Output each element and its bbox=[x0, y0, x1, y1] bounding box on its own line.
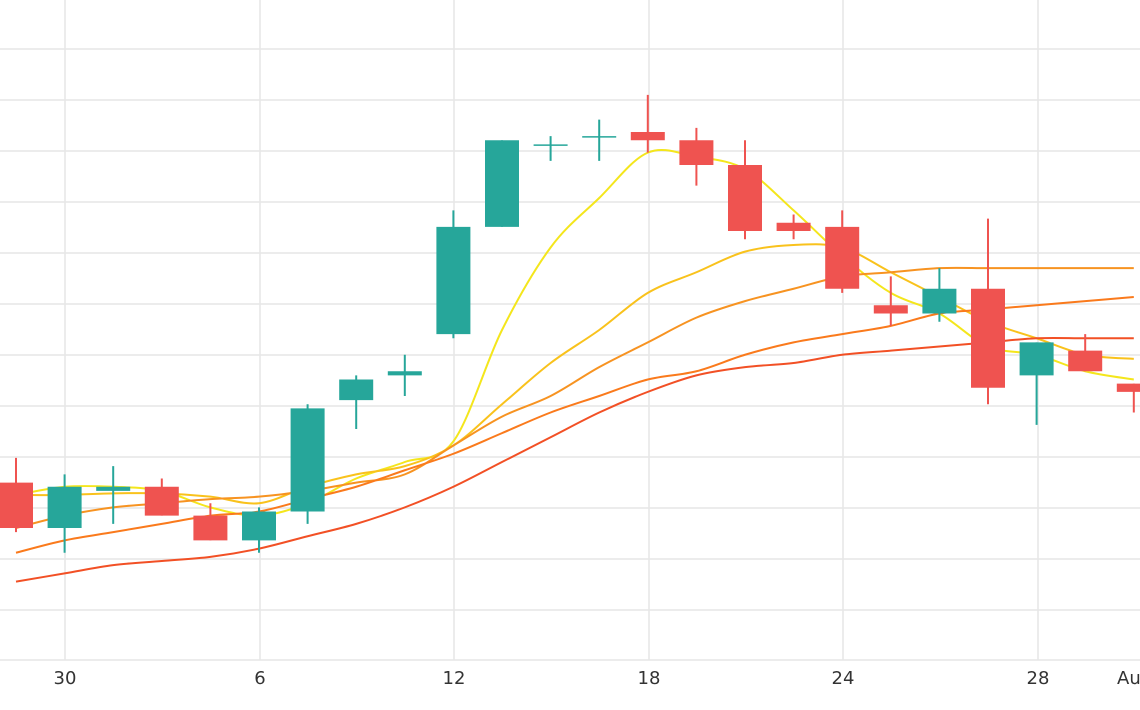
candle-up bbox=[922, 268, 957, 322]
candle-body bbox=[630, 132, 665, 141]
candle-body bbox=[96, 486, 131, 491]
x-tick-label: 28 bbox=[1027, 668, 1050, 689]
moving-average-line bbox=[15, 266, 1134, 529]
candle-body bbox=[922, 288, 957, 314]
candle-down bbox=[630, 94, 665, 153]
x-axis: 30 6 12 18 24 28 Au bbox=[54, 668, 1140, 689]
candle-body bbox=[776, 222, 811, 231]
candle-body bbox=[193, 515, 228, 541]
candle-body bbox=[1019, 342, 1054, 376]
moving-average-line bbox=[15, 148, 1134, 517]
moving-average-line bbox=[15, 336, 1134, 583]
candle-down bbox=[776, 214, 811, 240]
candle-down bbox=[679, 127, 714, 186]
candle-down bbox=[144, 478, 179, 516]
candle-body bbox=[339, 379, 374, 401]
candle-body bbox=[582, 136, 617, 138]
candle-body bbox=[825, 226, 860, 289]
candle-body bbox=[679, 140, 714, 165]
moving-average-lines bbox=[15, 148, 1134, 583]
candle-down bbox=[873, 276, 908, 326]
candle-body bbox=[485, 140, 519, 227]
candle-up bbox=[96, 466, 131, 524]
candle-down bbox=[0, 457, 33, 533]
candle-body bbox=[873, 305, 908, 314]
candle-body bbox=[0, 482, 33, 528]
candle-up bbox=[533, 136, 568, 161]
x-tick-label: Au bbox=[1117, 668, 1140, 689]
candle-down bbox=[193, 503, 228, 541]
candle-up bbox=[339, 375, 374, 429]
candle-body bbox=[971, 288, 1005, 388]
candle-down bbox=[1068, 334, 1103, 372]
candle-body bbox=[144, 486, 179, 516]
candle-down bbox=[971, 218, 1005, 405]
candle-body bbox=[290, 408, 325, 512]
candle-body bbox=[1116, 383, 1140, 392]
candle-up bbox=[242, 507, 276, 553]
candle-body bbox=[47, 486, 82, 528]
candle-body bbox=[728, 165, 762, 231]
candle-up bbox=[582, 119, 617, 161]
x-tick-label: 18 bbox=[638, 668, 661, 689]
candle-body bbox=[1068, 350, 1103, 372]
candle-up bbox=[47, 474, 82, 553]
candle-up bbox=[485, 140, 519, 227]
candle-body bbox=[242, 511, 276, 541]
candle-down bbox=[728, 140, 762, 240]
x-tick-label: 6 bbox=[254, 668, 265, 689]
candle-down bbox=[1116, 383, 1140, 413]
candle-body bbox=[533, 144, 568, 146]
candle-body bbox=[436, 226, 471, 335]
x-tick-label: 30 bbox=[54, 668, 77, 689]
candle-body bbox=[387, 371, 422, 376]
candle-up bbox=[1019, 342, 1054, 425]
candle-up bbox=[290, 404, 325, 524]
candle-up bbox=[387, 354, 422, 396]
moving-average-line bbox=[15, 243, 1134, 505]
candle-down bbox=[825, 210, 860, 293]
candle-up bbox=[436, 210, 471, 339]
candles bbox=[0, 94, 1140, 553]
x-tick-label: 24 bbox=[832, 668, 855, 689]
x-tick-label: 12 bbox=[443, 668, 466, 689]
